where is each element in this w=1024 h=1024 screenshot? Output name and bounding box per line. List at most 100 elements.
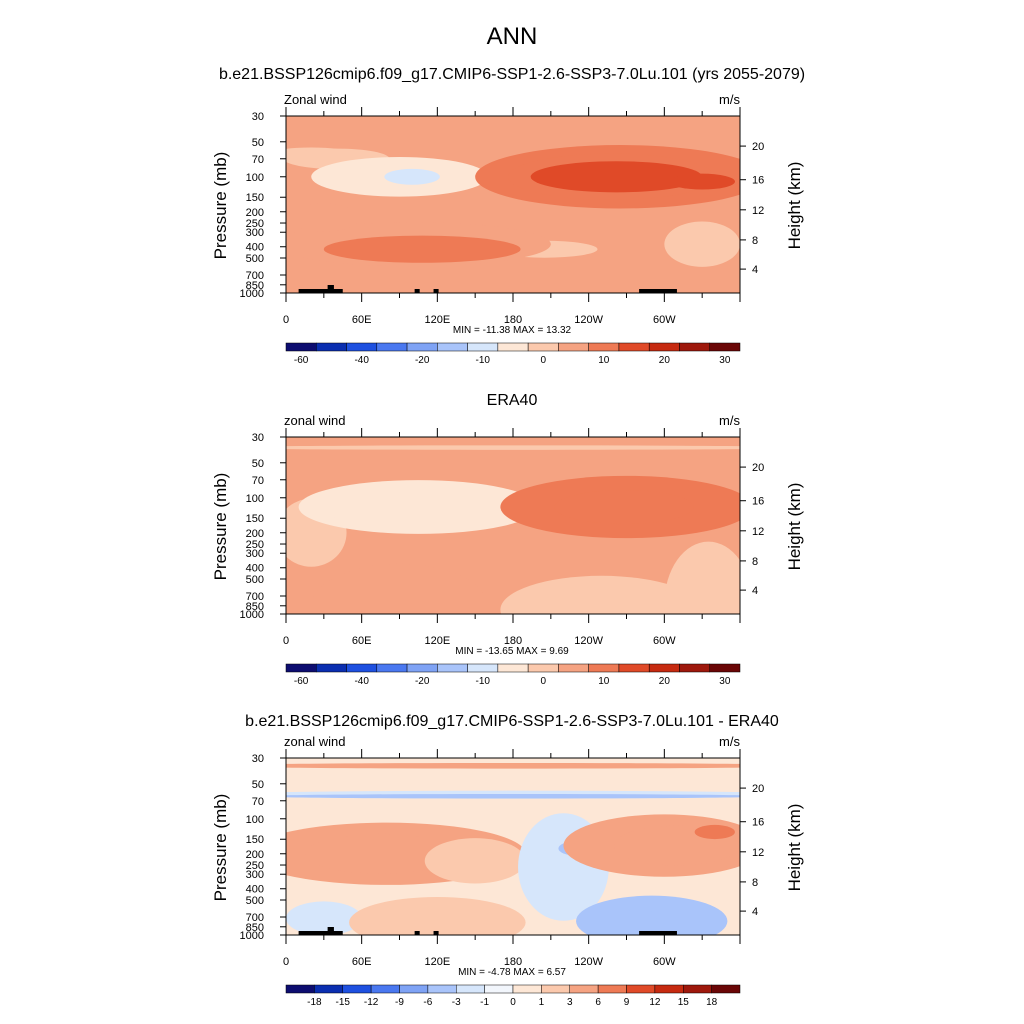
colorbar-swatch	[406, 663, 438, 673]
contour-fields	[286, 762, 740, 935]
colorbar-label: 10	[598, 676, 610, 687]
contour-field-11	[694, 824, 735, 840]
colorbar-label: 0	[540, 676, 546, 687]
colorbar-swatch	[618, 663, 650, 673]
y-axis-label: Pressure (mb)	[211, 473, 230, 581]
panel-title: ERA40	[487, 392, 538, 409]
panel-left-label: zonal wind	[284, 413, 345, 428]
y-tick-label: 250	[246, 860, 264, 872]
x-tick-label: 60W	[653, 956, 676, 968]
panel-right-label: m/s	[719, 92, 740, 107]
colorbar-swatch	[467, 663, 499, 673]
x-tick-label: 60E	[352, 314, 372, 326]
y2-tick-label: 4	[752, 906, 758, 918]
colorbar-label: -18	[307, 997, 322, 1008]
colorbar-label: -1	[480, 997, 489, 1008]
x-tick-label: 0	[283, 635, 289, 647]
contour-field-6	[424, 838, 526, 884]
terrain-mask	[298, 285, 677, 293]
colorbar-label: 15	[678, 997, 690, 1008]
colorbar-swatch	[427, 984, 457, 994]
contour-field-1	[286, 445, 740, 450]
y-tick-label: 300	[246, 548, 264, 560]
contour-field-6	[664, 541, 740, 614]
colorbar-swatch	[648, 342, 680, 352]
y2-tick-label: 20	[752, 141, 764, 153]
colorbar-label: 18	[706, 997, 718, 1008]
figure-title: ANN	[487, 23, 538, 50]
y2-tick-label: 8	[752, 556, 758, 568]
y-tick-label: 700	[246, 270, 264, 282]
y-tick-label: 150	[246, 513, 264, 525]
panel-1: Zonal wind m/s305070100150200250300400500…	[211, 92, 804, 366]
x-tick-label: 120W	[574, 956, 603, 968]
colorbar-swatch	[376, 342, 408, 352]
y-tick-label: 250	[246, 218, 264, 230]
colorbar-swatch	[618, 342, 650, 352]
colorbar-swatch	[342, 984, 372, 994]
x-tick-label: 0	[283, 314, 289, 326]
colorbar-label: -12	[364, 997, 379, 1008]
colorbar-swatch	[648, 663, 680, 673]
colorbar-swatch	[679, 663, 710, 673]
min-max-stats: MIN = -4.78 MAX = 6.57	[458, 967, 566, 978]
contour-field-9	[554, 489, 694, 524]
colorbar-swatch	[711, 984, 741, 994]
contour-field-13	[664, 221, 740, 267]
colorbar-swatch	[497, 663, 529, 673]
colorbar-label: 0	[510, 997, 516, 1008]
y-tick-label: 200	[246, 849, 264, 861]
colorbar: -60 -40 -20 -10 0 10 20 30	[285, 663, 741, 687]
y-tick-label: 400	[246, 884, 264, 896]
colorbar-swatch	[437, 342, 468, 352]
panel-left-label: zonal wind	[284, 734, 345, 749]
colorbar-swatch	[527, 663, 559, 673]
terrain-block	[414, 289, 420, 293]
colorbar-swatch	[467, 342, 499, 352]
colorbar-label: -20	[415, 676, 430, 687]
y-tick-label: 400	[246, 242, 264, 254]
y-tick-label: 700	[246, 912, 264, 924]
y2-tick-label: 4	[752, 264, 758, 276]
colorbar-label: 9	[624, 997, 630, 1008]
y-tick-label: 1000	[240, 288, 264, 300]
contour-field-14	[288, 203, 360, 232]
colorbar-swatch	[527, 342, 559, 352]
contour-field-5	[304, 833, 457, 874]
colorbar-label: -40	[354, 355, 369, 366]
colorbar-swatch	[314, 984, 343, 994]
colorbar-swatch	[588, 663, 620, 673]
colorbar-swatch	[399, 984, 429, 994]
contour-field-15	[349, 896, 526, 935]
panel-left-label: Zonal wind	[284, 92, 347, 107]
colorbar-swatch	[346, 342, 378, 352]
colorbar-label: 12	[649, 997, 661, 1008]
min-max-stats: MIN = -11.38 MAX = 13.32	[453, 325, 572, 336]
x-tick-label: 60E	[352, 956, 372, 968]
y-tick-label: 70	[252, 796, 264, 808]
colorbar-swatch	[597, 984, 627, 994]
colorbar-swatch	[569, 984, 599, 994]
colorbar-label: 0	[540, 355, 546, 366]
y2-tick-label: 12	[752, 205, 764, 217]
y2-tick-label: 20	[752, 462, 764, 474]
panel-3: b.e21.BSSP126cmip6.f09_g17.CMIP6-SSP1-2.…	[211, 713, 804, 1008]
colorbar-label: -20	[415, 355, 430, 366]
y2-tick-label: 8	[752, 235, 758, 247]
panel-title: b.e21.BSSP126cmip6.f09_g17.CMIP6-SSP1-2.…	[245, 713, 779, 730]
y-tick-label: 500	[246, 253, 264, 265]
colorbar-swatch	[558, 663, 589, 673]
y2-axis-label: Height (km)	[785, 804, 804, 892]
colorbar-label: 30	[719, 355, 731, 366]
colorbar-swatch	[316, 342, 347, 352]
y2-tick-label: 16	[752, 496, 764, 508]
contour-field-5	[500, 575, 703, 614]
colorbar-swatch	[654, 984, 684, 994]
contour-field-13	[621, 908, 657, 932]
y-tick-label: 100	[246, 172, 264, 184]
x-tick-label: 60W	[653, 314, 676, 326]
colorbar-label: 10	[598, 355, 610, 366]
y-tick-label: 300	[246, 227, 264, 239]
colorbar-label: -40	[354, 676, 369, 687]
y-tick-label: 150	[246, 192, 264, 204]
